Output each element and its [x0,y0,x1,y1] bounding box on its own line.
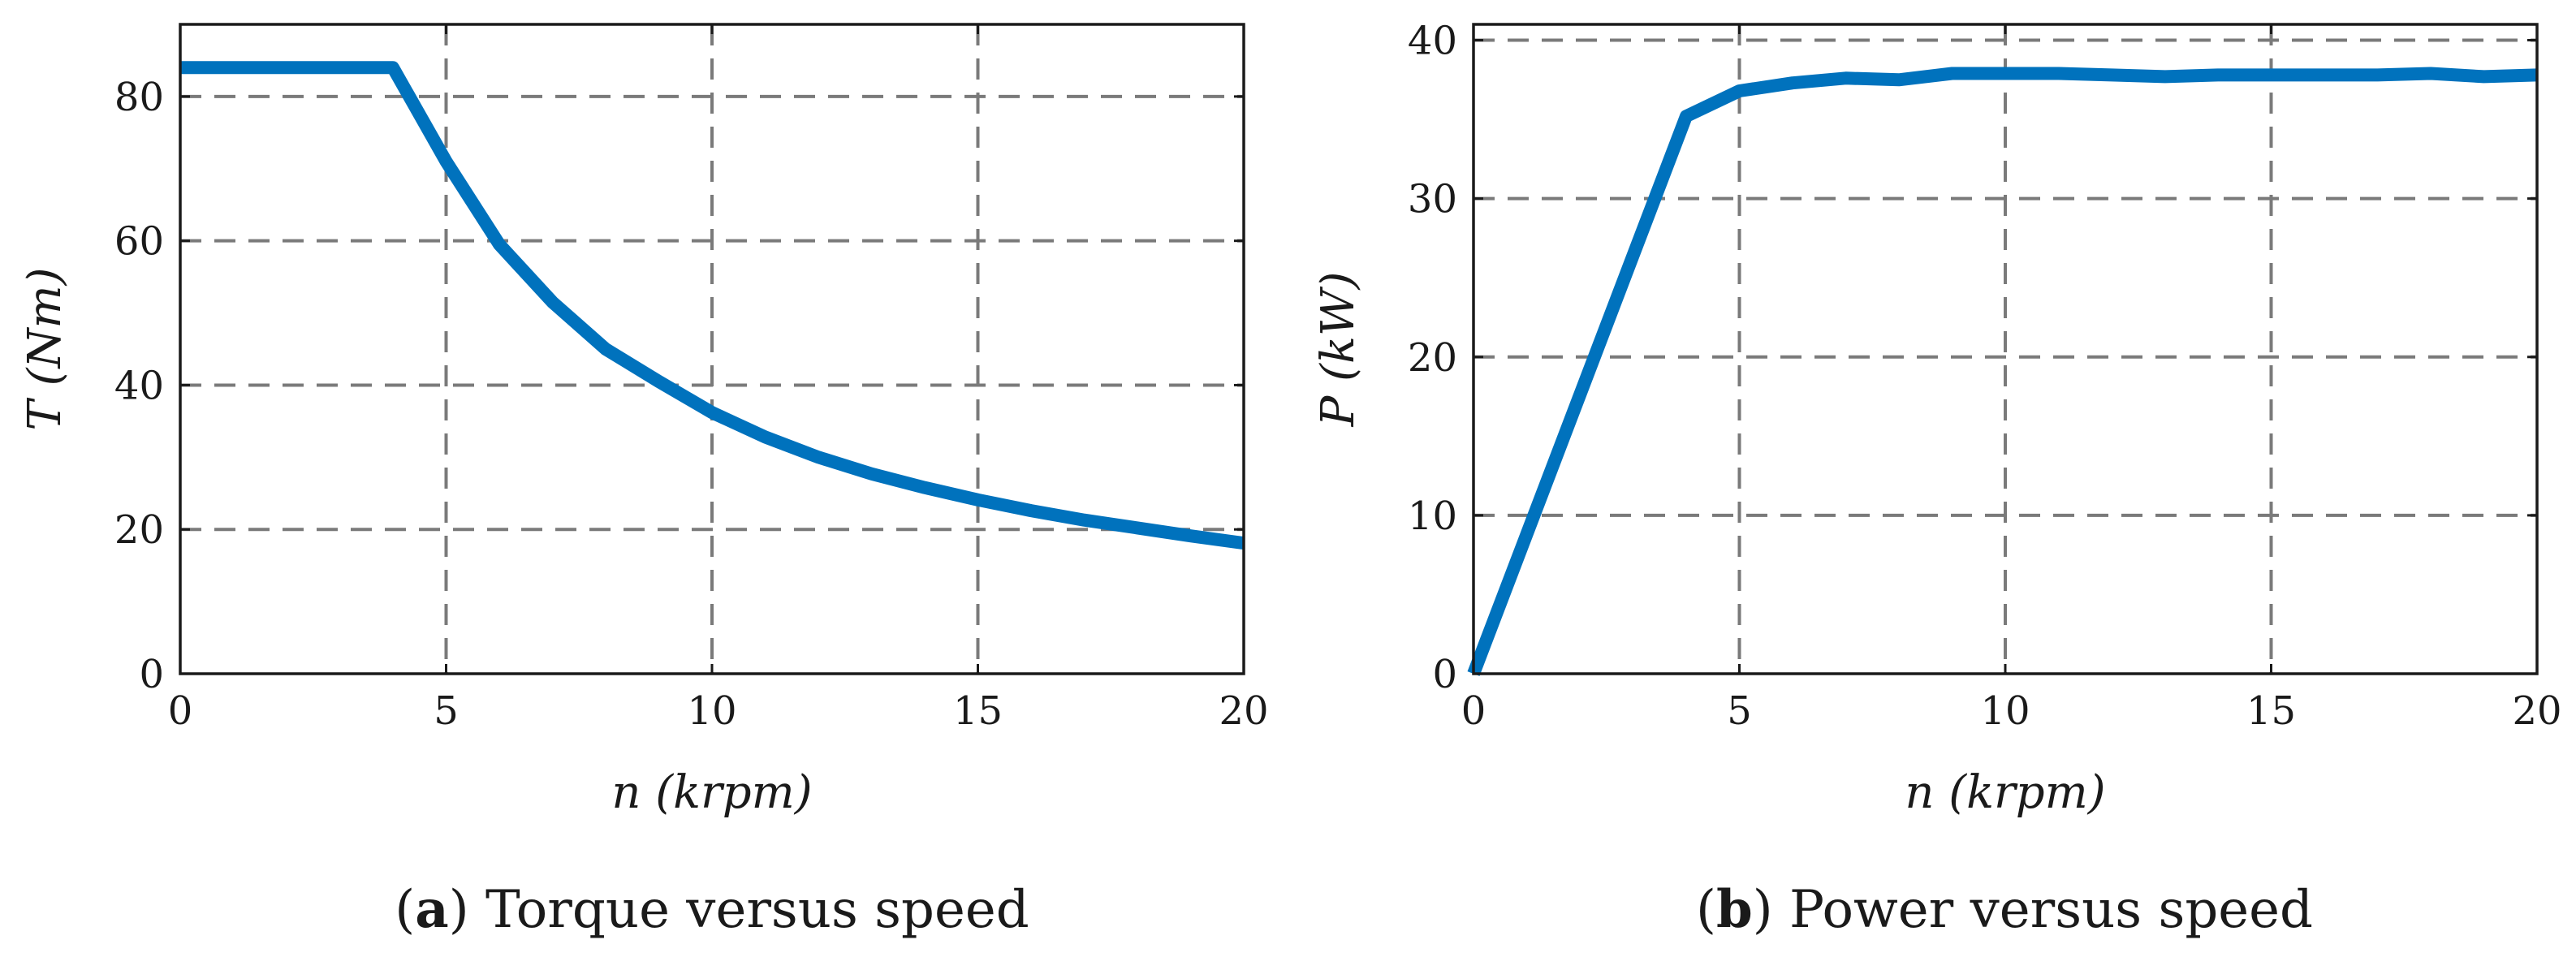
chart-b-caption-letter: b [1716,879,1753,940]
chart-b-ytick-label-3: 30 [1408,177,1457,222]
chart-b-caption-text: Power versus speed [1773,880,2313,940]
chart-b-ytick-label-0: 0 [1432,652,1457,697]
chart-a-caption-text: Torque versus speed [469,880,1029,940]
chart-b-xtick-label-4: 20 [2512,688,2561,734]
chart-a-ytick-label-4: 80 [114,75,164,120]
chart-b-caption-close: ) [1753,880,1773,940]
chart-a-series-0 [180,61,1245,550]
chart-a-xtick-label-0: 0 [168,688,193,734]
chart-a-caption-close: ) [449,880,469,940]
chart-b-xtick-label-0: 0 [1461,688,1486,734]
chart-a-ytick-label-0: 0 [139,652,164,697]
chart-a-xtick-label-1: 5 [434,688,459,734]
chart-a-axes-frame [179,23,1245,675]
chart-a-xtick-label-2: 10 [687,688,736,734]
chart-a-y-axis-label: T (Nm) [19,268,71,431]
chart-a-x-axis-label: n (krpm) [611,766,812,819]
chart-b-caption: (b) Power versus speed [1696,879,2313,940]
chart-b-y-axis-label: P (kW) [1312,272,1365,428]
chart-b-xtick-label-3: 15 [2246,688,2296,734]
chart-b-ytick-label-2: 20 [1408,335,1457,381]
chart-b-ytick-label-4: 40 [1408,19,1457,64]
chart-a-ytick-label-2: 40 [114,363,164,408]
chart-b-ytick-label-1: 10 [1408,494,1457,539]
chart-a-xtick-label-3: 15 [953,688,1003,734]
chart-b-axes-frame [1472,23,2539,675]
chart-a-ytick-label-1: 20 [114,507,164,553]
chart-b-xtick-label-1: 5 [1727,688,1752,734]
chart-a-caption-open: ( [395,880,415,940]
chart-a-ytick-label-3: 60 [114,219,164,265]
chart-b-series-0 [1467,67,2538,676]
chart-a-caption: (a) Torque versus speed [395,879,1029,940]
chart-a-xtick-label-4: 20 [1219,688,1268,734]
chart-b-xtick-label-2: 10 [1980,688,2030,734]
chart-a-caption-letter: a [415,879,448,940]
chart-b-caption-open: ( [1696,880,1716,940]
chart-b-x-axis-label: n (krpm) [1905,766,2105,819]
torque-chart: 0 5 10 15 20 0 20 40 60 80 n (krpm) T (Nm) (a) Torqu… [19,23,1269,940]
power-chart: 0 5 10 15 20 0 10 20 30 40 n (krpm) P (kW) (b) Power… [1312,19,2562,940]
